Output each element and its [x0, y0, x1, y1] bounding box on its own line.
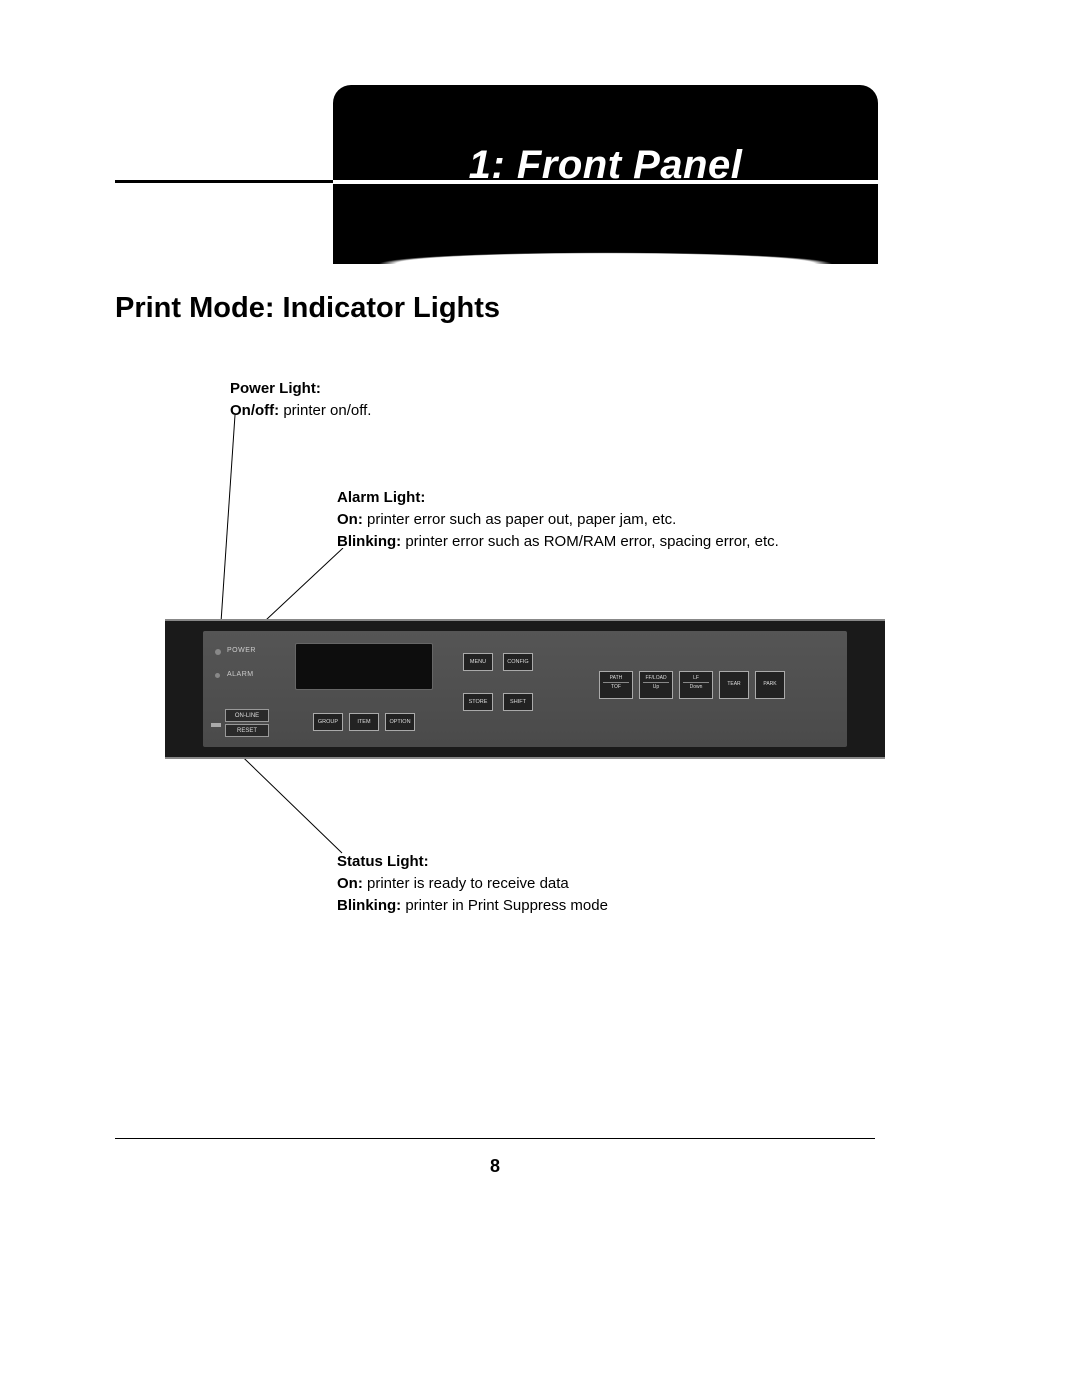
reset-button[interactable]: RESET	[225, 724, 269, 737]
chapter-title-underline	[333, 180, 878, 184]
online-button[interactable]: ON-LINE	[225, 709, 269, 722]
alarm-led	[215, 673, 220, 678]
callout-status-line2: Blinking: printer in Print Suppress mode	[337, 895, 737, 917]
callout-status-light: Status Light: On: printer is ready to re…	[337, 851, 737, 916]
footer-rule	[115, 1138, 875, 1139]
tear-button[interactable]: TEAR	[719, 671, 749, 699]
park-button[interactable]: PARK	[755, 671, 785, 699]
power-led	[215, 649, 221, 655]
callout-alarm-title: Alarm Light:	[337, 487, 867, 509]
status-led	[211, 723, 221, 727]
ffload-button[interactable]: FF/LOAD Up	[639, 671, 673, 699]
callout-power-title: Power Light:	[230, 378, 371, 400]
status-block: ON-LINE RESET	[213, 709, 269, 739]
header-rule-left	[115, 180, 333, 183]
menu-button[interactable]: MENU	[463, 653, 493, 671]
callout-alarm-light: Alarm Light: On: printer error such as p…	[337, 487, 867, 552]
callout-status-title: Status Light:	[337, 851, 737, 873]
callout-alarm-line1: On: printer error such as paper out, pap…	[337, 509, 867, 531]
lcd-display	[295, 643, 433, 690]
callout-status-line1: On: printer is ready to receive data	[337, 873, 737, 895]
config-button[interactable]: CONFIG	[503, 653, 533, 671]
printer-front-panel: POWER ALARM ON-LINE RESET GROUP ITEM OPT…	[165, 619, 885, 759]
option-button[interactable]: OPTION	[385, 713, 415, 731]
page-number: 8	[115, 1156, 875, 1177]
path-button[interactable]: PATH TOF	[599, 671, 633, 699]
section-heading: Print Mode: Indicator Lights	[115, 292, 500, 325]
callout-alarm-line2: Blinking: printer error such as ROM/RAM …	[337, 531, 867, 553]
chapter-tab: 1: Front Panel	[333, 85, 878, 263]
alarm-led-label: ALARM	[227, 671, 254, 678]
item-button[interactable]: ITEM	[349, 713, 379, 731]
power-led-label: POWER	[227, 647, 256, 654]
group-button[interactable]: GROUP	[313, 713, 343, 731]
lf-button[interactable]: LF Down	[679, 671, 713, 699]
store-button[interactable]: STORE	[463, 693, 493, 711]
panel-face: POWER ALARM ON-LINE RESET GROUP ITEM OPT…	[203, 631, 847, 747]
shift-button[interactable]: SHIFT	[503, 693, 533, 711]
